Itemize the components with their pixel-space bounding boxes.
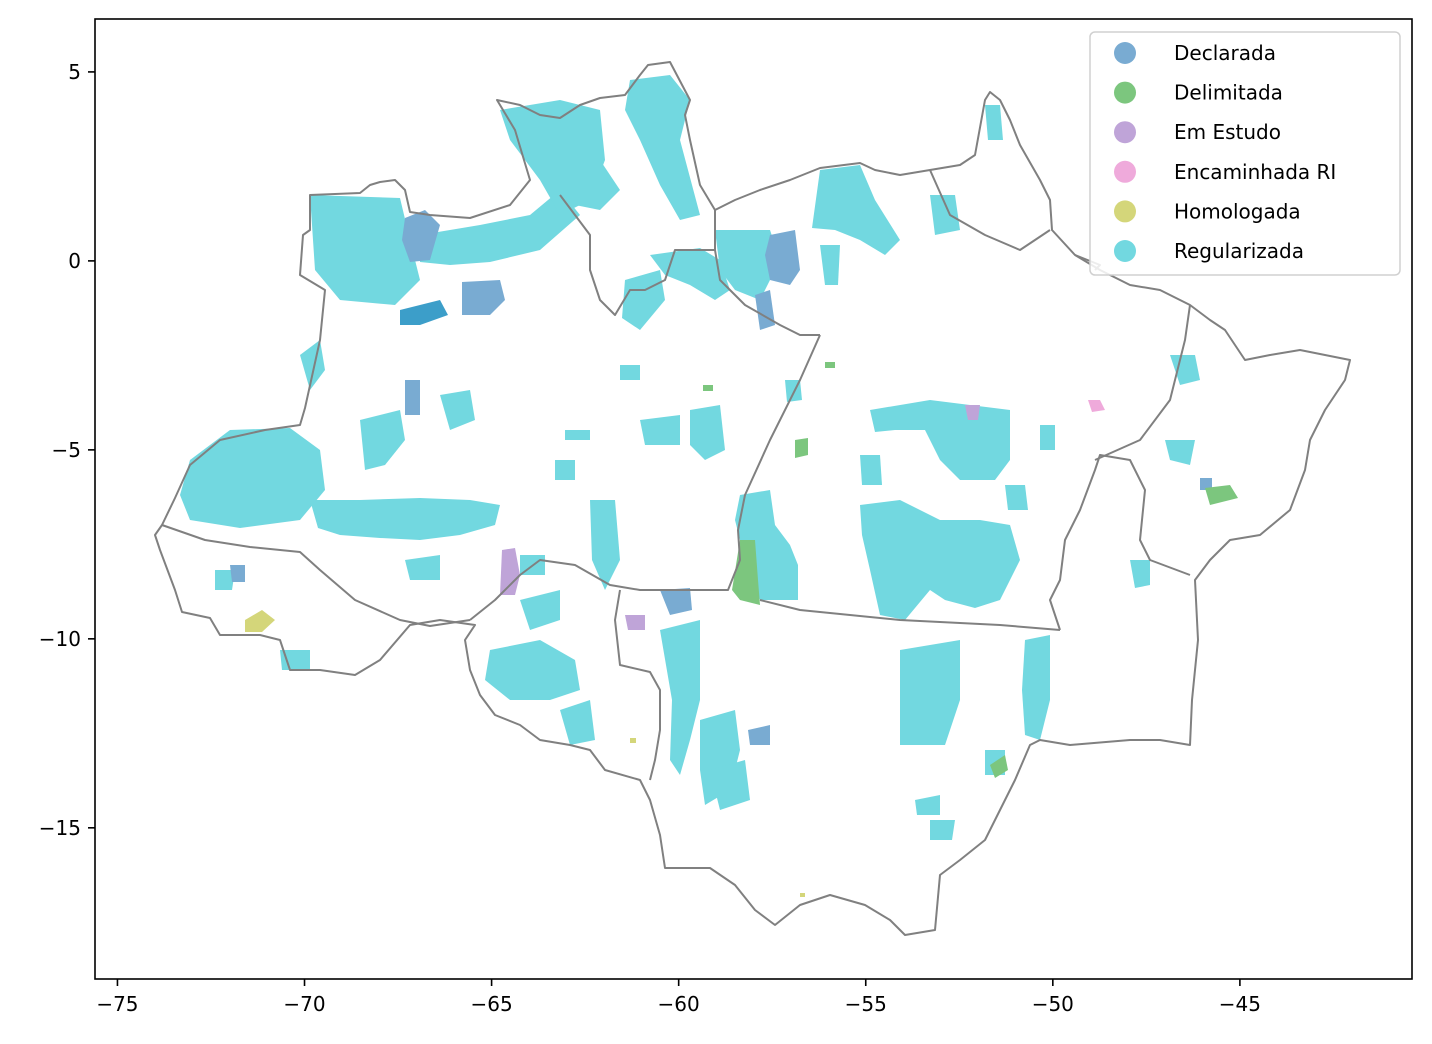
y-tick-label: −15 [39, 816, 81, 840]
legend: Declarada Delimitada Em Estudo Encaminhada … [1089, 31, 1401, 276]
legend-marker [1114, 240, 1136, 262]
y-tick-label: 5 [68, 60, 81, 84]
x-tick-label: −70 [283, 992, 325, 1016]
x-tick-label: −55 [845, 992, 887, 1016]
x-tick-label: −45 [1219, 992, 1261, 1016]
legend-label: Delimitada [1174, 81, 1283, 105]
x-tick-label: −75 [96, 992, 138, 1016]
x-axis: −75 −70 −65 −60 −55 −50 −45 [96, 979, 1261, 1016]
legend-marker [1114, 200, 1136, 223]
y-tick-label: −5 [52, 438, 81, 462]
x-tick-label: −65 [470, 992, 512, 1016]
legend-label: Encaminhada RI [1174, 160, 1336, 184]
legend-marker [1114, 160, 1136, 183]
territory-polygons [180, 75, 1238, 897]
plot-frame [94, 18, 1413, 980]
y-tick-label: 0 [68, 249, 81, 273]
x-tick-label: −50 [1032, 992, 1074, 1016]
y-axis: 5 0 −5 −10 −15 [39, 60, 95, 840]
state-borders [154, 61, 1351, 936]
legend-label: Homologada [1174, 199, 1301, 223]
legend-label: Regularizada [1174, 239, 1304, 263]
legend-label: Em Estudo [1174, 120, 1281, 144]
legend-marker [1114, 81, 1136, 104]
legend-marker [1114, 42, 1136, 64]
legend-marker [1114, 121, 1136, 144]
legend-box [1089, 31, 1401, 276]
y-tick-label: −10 [39, 627, 81, 651]
legend-label: Declarada [1174, 41, 1276, 65]
x-tick-label: −60 [658, 992, 700, 1016]
